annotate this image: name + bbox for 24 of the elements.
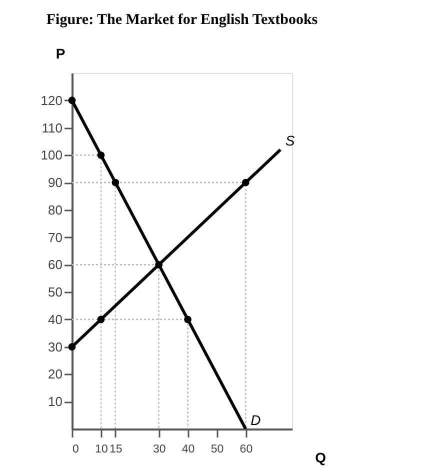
y-tick-label: 120: [40, 92, 62, 108]
y-tick-label: 70: [48, 230, 62, 245]
y-tick-label: 60: [48, 257, 62, 272]
x-tick-label: 40: [182, 444, 195, 456]
chart-title: Figure: The Market for English Textbooks: [46, 12, 318, 28]
x-axis-title: Q: [315, 450, 326, 466]
y-tick-label: 40: [48, 312, 62, 327]
x-tick-label: 30: [152, 444, 166, 456]
x-tick-label: 10: [95, 444, 108, 456]
y-tick-label: 20: [48, 366, 62, 382]
y-axis-title: P: [56, 46, 66, 62]
y-tick-label: 80: [48, 202, 62, 218]
y-tick-label: 100: [40, 148, 62, 163]
x-tick-label: 60: [240, 444, 253, 456]
x-tick-label: 0: [72, 444, 79, 456]
y-tick-label: 50: [48, 284, 62, 300]
series-label: S: [285, 132, 296, 149]
x-tick-label: 50: [210, 444, 224, 456]
y-tick-label: 10: [48, 394, 62, 410]
y-tick-label: 110: [42, 120, 62, 136]
x-tick-label: 15: [110, 444, 122, 456]
y-tick-label: 90: [48, 175, 62, 190]
series-label: D: [250, 412, 261, 428]
y-tick-label: 30: [48, 339, 62, 354]
